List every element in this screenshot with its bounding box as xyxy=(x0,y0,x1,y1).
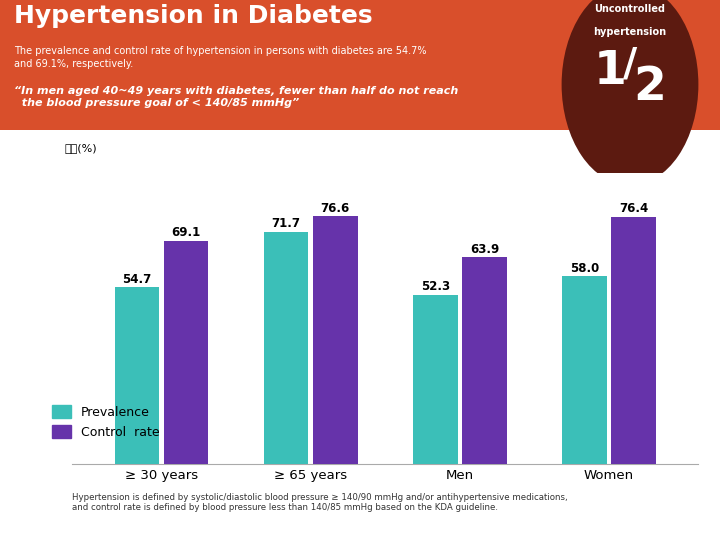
Ellipse shape xyxy=(562,0,698,185)
Text: 1: 1 xyxy=(593,49,626,94)
Bar xyxy=(264,232,308,464)
Text: 69.1: 69.1 xyxy=(171,226,201,239)
Text: and control rate is defined by blood pressure less than 140/85 mmHg based on the: and control rate is defined by blood pre… xyxy=(72,503,498,512)
Bar xyxy=(413,295,457,464)
Text: 54.7: 54.7 xyxy=(122,273,151,286)
Bar xyxy=(114,287,159,464)
Text: “In men aged 40~49 years with diabetes, fewer than half do not reach
  the blood: “In men aged 40~49 years with diabetes, … xyxy=(14,86,459,108)
Text: 76.6: 76.6 xyxy=(320,201,350,214)
Bar xyxy=(313,216,358,464)
Bar xyxy=(611,217,656,464)
FancyBboxPatch shape xyxy=(0,0,720,130)
Text: 63.9: 63.9 xyxy=(469,243,499,256)
Text: 58.0: 58.0 xyxy=(570,262,599,275)
Text: 76.4: 76.4 xyxy=(619,202,648,215)
Text: The prevalence and control rate of hypertension in persons with diabetes are 54.: The prevalence and control rate of hyper… xyxy=(14,45,427,69)
Text: 71.7: 71.7 xyxy=(271,218,300,231)
Text: hypertension: hypertension xyxy=(593,28,667,37)
Text: 2: 2 xyxy=(634,65,667,110)
Text: Hypertension in Diabetes: Hypertension in Diabetes xyxy=(14,4,373,28)
Text: Hypertension is defined by systolic/diastolic blood pressure ≥ 140/90 mmHg and/o: Hypertension is defined by systolic/dias… xyxy=(72,492,567,502)
Text: Uncontrolled: Uncontrolled xyxy=(595,4,665,14)
Bar xyxy=(462,258,507,464)
Text: 단위(%): 단위(%) xyxy=(65,144,97,153)
Text: /: / xyxy=(623,45,637,84)
Text: 52.3: 52.3 xyxy=(420,280,450,293)
Bar xyxy=(562,276,607,464)
Bar xyxy=(163,240,209,464)
Legend: Prevalence, Control  rate: Prevalence, Control rate xyxy=(47,400,164,443)
